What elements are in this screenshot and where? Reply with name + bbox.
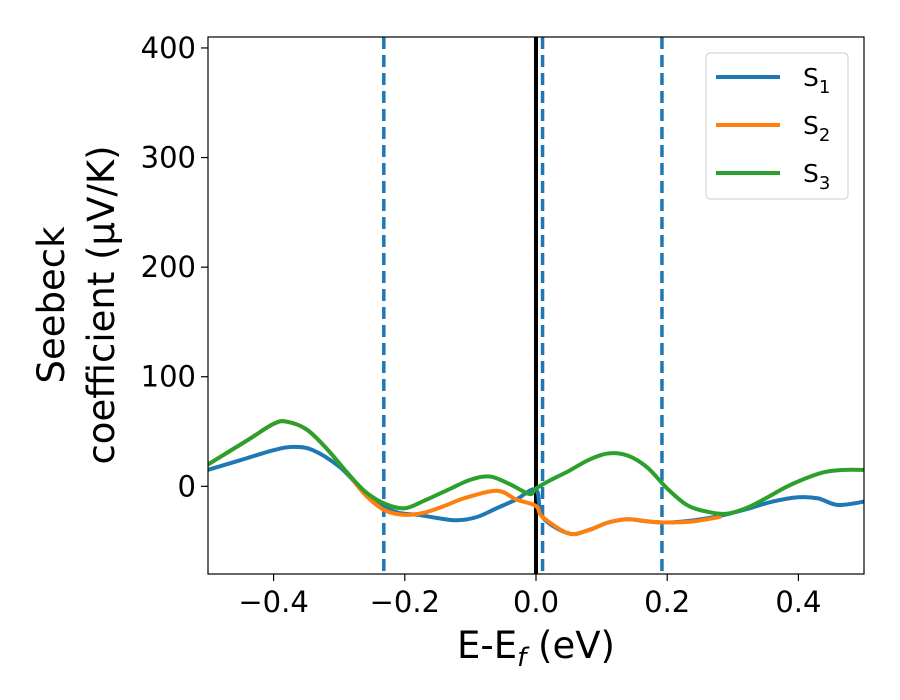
x-tick-label: 0.2 [644, 585, 690, 619]
legend-label-s2: S2 [803, 111, 830, 146]
y-axis-title: Seebeck coefficient (μV/K) [30, 145, 123, 464]
y-tick-label: 200 [141, 250, 196, 284]
x-tick-label: 0.4 [775, 585, 821, 619]
y-tick-label: 300 [141, 141, 196, 175]
x-axis-title: E-Ef (eV) [457, 624, 615, 673]
y-tick-label: 0 [178, 469, 196, 503]
legend: S1 S2 S3 [705, 52, 849, 200]
series-lines [208, 419, 864, 537]
series-line-s3 [208, 419, 864, 516]
x-tick-label: −0.4 [238, 585, 308, 619]
reference-lines [382, 37, 664, 574]
y-axis: 0 100 200 300 400 [141, 31, 208, 503]
x-axis: −0.4 −0.2 0.0 0.2 0.4 [238, 574, 821, 619]
x-tick-label: −0.2 [370, 585, 440, 619]
legend-label-s3: S3 [803, 159, 830, 194]
svg-text:Seebeck: Seebeck [30, 226, 73, 384]
y-tick-label: 100 [141, 360, 196, 394]
series-line-s2 [208, 419, 722, 537]
y-tick-label: 400 [141, 31, 196, 65]
x-tick-label: 0.0 [513, 585, 559, 619]
svg-text:coefficient (μV/K): coefficient (μV/K) [80, 145, 123, 464]
legend-label-s1: S1 [803, 63, 830, 98]
